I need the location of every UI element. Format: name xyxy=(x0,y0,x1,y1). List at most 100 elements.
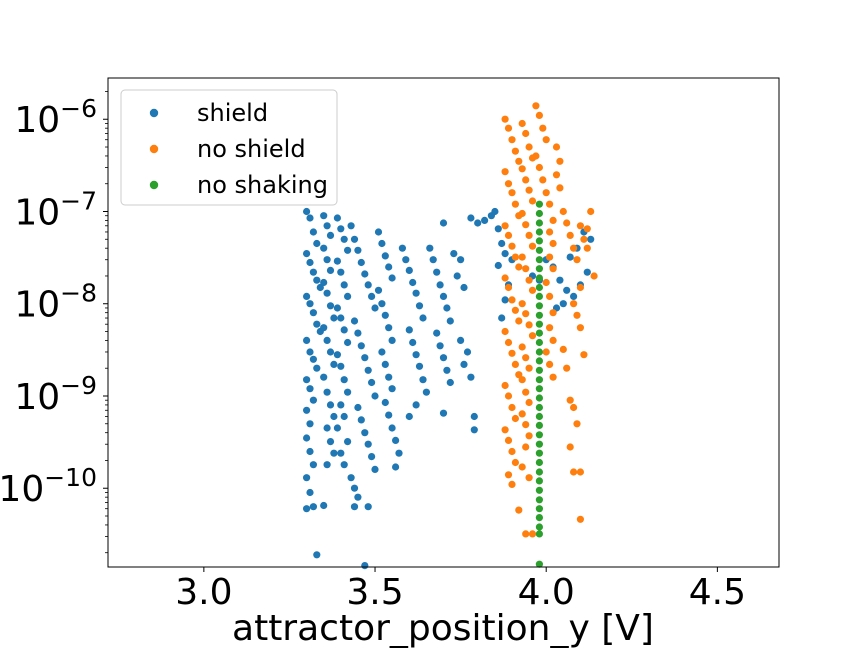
y-tick-label: 10−7 xyxy=(14,186,97,233)
data-point xyxy=(364,281,372,289)
data-point xyxy=(576,283,585,292)
data-point xyxy=(549,239,557,248)
data-point xyxy=(378,348,386,356)
data-point xyxy=(357,258,365,267)
data-point xyxy=(385,373,393,381)
data-point xyxy=(525,231,533,239)
data-point xyxy=(323,336,331,344)
data-point xyxy=(337,362,345,370)
data-point xyxy=(347,222,355,230)
data-point xyxy=(511,458,519,467)
data-point xyxy=(535,329,544,337)
y-tick-label: 10−8 xyxy=(14,279,97,326)
data-point xyxy=(303,434,311,442)
data-point xyxy=(556,157,564,165)
data-point xyxy=(535,200,544,208)
y-tick-label: 10−9 xyxy=(14,371,97,418)
data-point xyxy=(340,326,348,334)
data-point xyxy=(556,184,564,192)
data-point xyxy=(313,276,321,284)
data-point xyxy=(528,242,537,250)
data-point xyxy=(539,176,547,184)
data-point xyxy=(354,246,362,254)
data-point xyxy=(467,373,475,381)
data-point xyxy=(361,270,369,278)
data-point xyxy=(535,523,544,531)
data-point xyxy=(439,219,448,227)
data-point xyxy=(385,263,393,271)
data-point xyxy=(570,403,578,412)
data-point xyxy=(563,286,571,294)
data-point xyxy=(518,300,526,308)
data-point xyxy=(542,348,550,356)
data-point xyxy=(504,338,513,347)
data-point xyxy=(323,388,331,396)
data-point xyxy=(522,176,530,184)
data-point xyxy=(350,484,359,492)
data-point xyxy=(515,317,523,325)
data-point xyxy=(361,562,369,570)
data-point xyxy=(535,274,544,282)
data-point xyxy=(518,343,526,351)
data-point xyxy=(347,474,355,482)
data-point xyxy=(303,406,311,414)
data-point xyxy=(515,263,523,271)
data-point xyxy=(566,443,574,451)
data-point xyxy=(563,364,571,372)
data-point xyxy=(566,231,574,239)
data-point xyxy=(344,388,352,396)
data-point xyxy=(580,235,588,243)
data-point xyxy=(570,300,578,308)
data-point xyxy=(439,292,448,300)
data-point xyxy=(371,465,379,473)
data-point xyxy=(546,228,554,236)
data-point xyxy=(535,496,544,504)
data-point xyxy=(518,410,526,418)
data-point xyxy=(446,317,454,325)
data-point xyxy=(501,274,509,282)
data-point xyxy=(504,231,513,239)
data-point xyxy=(532,102,540,110)
data-point xyxy=(385,324,393,332)
data-point xyxy=(303,207,311,216)
data-point xyxy=(504,180,513,188)
data-point xyxy=(525,432,533,440)
data-point xyxy=(309,309,317,317)
data-point xyxy=(361,354,369,362)
data-point xyxy=(535,320,544,328)
data-point xyxy=(350,317,359,325)
data-point xyxy=(583,244,591,252)
data-point xyxy=(426,244,434,252)
data-point xyxy=(306,300,314,308)
data-point xyxy=(337,268,345,276)
data-point xyxy=(309,355,317,363)
data-point xyxy=(337,225,345,233)
data-point xyxy=(303,474,311,482)
data-point xyxy=(587,235,595,243)
data-point xyxy=(535,385,544,393)
legend-label: no shield xyxy=(197,135,306,163)
data-point xyxy=(576,222,585,230)
data-point xyxy=(535,302,544,310)
data-point xyxy=(392,436,400,444)
data-point xyxy=(453,272,461,280)
data-point xyxy=(518,119,526,128)
data-point xyxy=(313,320,321,328)
data-point xyxy=(330,449,338,457)
data-point xyxy=(467,214,475,222)
data-point xyxy=(333,214,341,222)
data-point xyxy=(504,436,513,444)
data-point xyxy=(522,310,530,318)
data-point xyxy=(573,311,581,319)
data-point xyxy=(333,304,341,312)
data-point xyxy=(368,453,376,461)
points-layer xyxy=(303,102,598,570)
data-point xyxy=(344,292,352,300)
data-point xyxy=(535,228,544,236)
data-point xyxy=(309,503,317,511)
data-point xyxy=(405,266,413,274)
data-point xyxy=(422,388,430,396)
data-point xyxy=(303,376,311,384)
data-point xyxy=(309,268,317,276)
data-point xyxy=(320,278,328,287)
